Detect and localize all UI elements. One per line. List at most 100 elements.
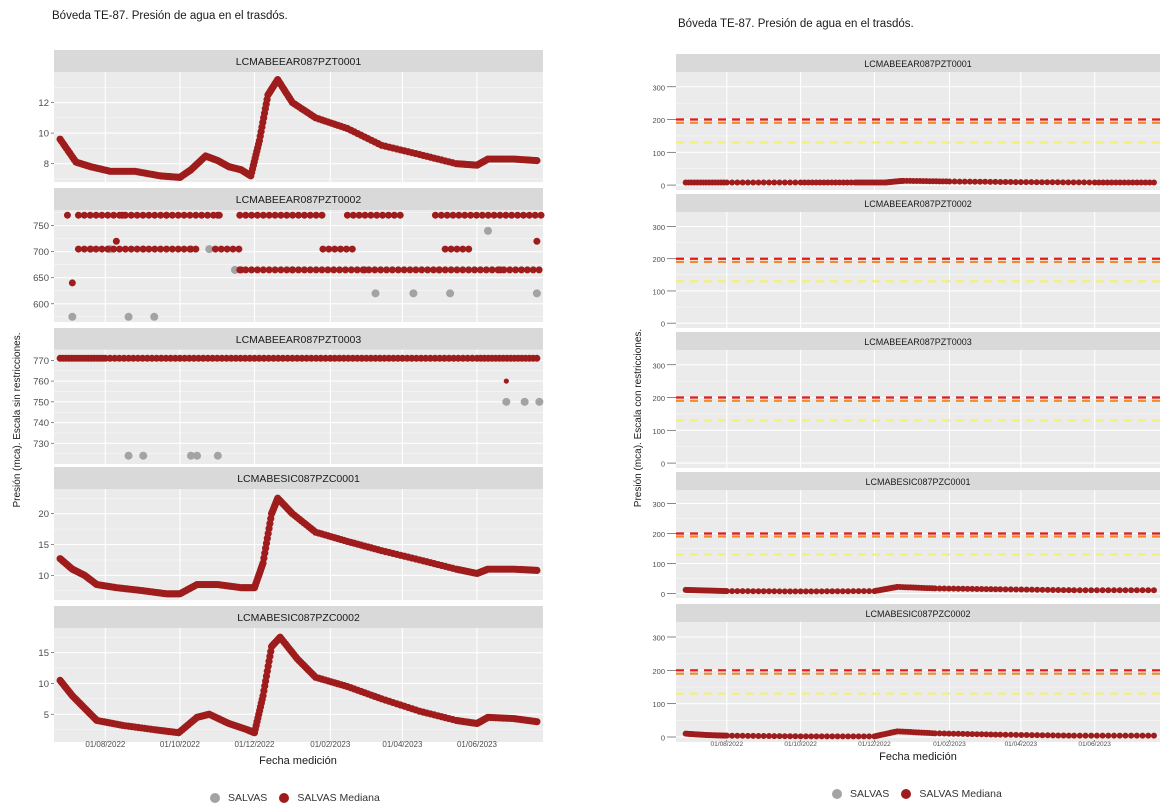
mediana-point bbox=[116, 211, 124, 219]
mediana-point bbox=[931, 730, 938, 737]
salvas-point bbox=[205, 245, 214, 254]
mediana-point bbox=[787, 588, 794, 595]
facet-strip-label: LCMABEEAR087PZT0001 bbox=[864, 59, 972, 69]
mediana-point bbox=[367, 211, 375, 219]
mediana-point bbox=[1033, 179, 1040, 186]
mediana-point bbox=[850, 588, 857, 595]
mediana-point bbox=[418, 266, 426, 274]
mediana-point bbox=[936, 730, 943, 737]
mediana-point bbox=[192, 245, 200, 253]
facet-strip bbox=[676, 604, 1160, 622]
plot-area bbox=[676, 350, 1160, 468]
right-legend: SALVAS SALVAS Mediana bbox=[832, 788, 1014, 800]
y-tick-label: 100 bbox=[652, 560, 665, 569]
mediana-point bbox=[449, 211, 457, 219]
legend-salvas-swatch bbox=[210, 793, 220, 803]
y-tick-label: 770 bbox=[33, 356, 49, 367]
mediana-point bbox=[533, 566, 541, 575]
facet-panel: LCMABEEAR087PZT0001 8 10 12 bbox=[38, 50, 543, 182]
x-tick-label: 01/02/2023 bbox=[310, 740, 351, 749]
mediana-point bbox=[348, 245, 356, 253]
y-tick-label: 100 bbox=[652, 700, 665, 709]
mediana-point bbox=[866, 588, 873, 595]
plot-area bbox=[676, 490, 1160, 598]
mediana-point bbox=[537, 211, 545, 219]
y-tick-label: 100 bbox=[652, 427, 665, 436]
mediana-point bbox=[508, 211, 516, 219]
mediana-point bbox=[1150, 732, 1157, 739]
x-tick-label: 01/02/2023 bbox=[933, 741, 966, 748]
x-tick-label: 01/10/2022 bbox=[160, 740, 201, 749]
facet-panel: LCMABEEAR087PZT0003 0 100 200 300 bbox=[652, 332, 1160, 469]
mediana-point bbox=[277, 266, 285, 274]
mediana-point bbox=[813, 733, 820, 740]
y-tick-label: 650 bbox=[33, 273, 49, 284]
mediana-point bbox=[151, 211, 159, 219]
mediana-point bbox=[818, 588, 825, 595]
mediana-point bbox=[465, 266, 473, 274]
right-chart-title: Bóveda TE-87. Presión de agua en el tras… bbox=[678, 18, 914, 30]
mediana-point bbox=[265, 211, 273, 219]
mediana-point bbox=[319, 245, 327, 253]
mediana-point bbox=[755, 588, 762, 595]
mediana-point bbox=[110, 211, 118, 219]
mediana-point bbox=[950, 730, 957, 737]
mediana-point bbox=[1093, 587, 1100, 594]
mediana-point bbox=[514, 211, 522, 219]
mediana-point bbox=[121, 245, 129, 253]
mediana-point bbox=[523, 266, 531, 274]
mediana-point bbox=[983, 731, 990, 738]
mediana-point bbox=[802, 733, 809, 740]
mediana-point bbox=[1050, 586, 1057, 593]
mediana-point bbox=[1122, 587, 1129, 594]
mediana-point bbox=[236, 266, 244, 274]
mediana-point bbox=[455, 211, 463, 219]
mediana-point bbox=[98, 245, 106, 253]
mediana-point bbox=[834, 733, 841, 740]
mediana-point bbox=[729, 732, 736, 739]
mediana-point bbox=[289, 211, 297, 219]
mediana-point bbox=[997, 586, 1004, 593]
mediana-point bbox=[361, 211, 369, 219]
mediana-point bbox=[209, 211, 217, 219]
legend-mediana-swatch bbox=[279, 793, 290, 803]
mediana-point bbox=[157, 211, 165, 219]
mediana-point bbox=[987, 586, 994, 593]
legend-item-mediana: SALVAS Mediana bbox=[279, 792, 380, 804]
mediana-point bbox=[355, 211, 363, 219]
mediana-point bbox=[1038, 179, 1045, 186]
mediana-point bbox=[443, 211, 451, 219]
salvas-point bbox=[532, 289, 541, 298]
mediana-point bbox=[723, 588, 730, 595]
mediana-point bbox=[936, 585, 943, 592]
salvas-point bbox=[68, 312, 77, 321]
y-tick-label: 300 bbox=[652, 223, 665, 232]
facet-strip bbox=[54, 50, 543, 72]
mediana-point bbox=[1028, 586, 1035, 593]
mediana-point bbox=[750, 179, 757, 186]
mediana-point bbox=[1145, 587, 1152, 594]
plot-area bbox=[676, 622, 1160, 742]
mediana-point bbox=[771, 179, 778, 186]
mediana-point bbox=[1082, 587, 1089, 594]
x-tick-label: 01/10/2022 bbox=[784, 741, 817, 748]
mediana-point bbox=[1060, 179, 1067, 186]
x-tick-label: 01/12/2022 bbox=[234, 740, 275, 749]
mediana-point bbox=[86, 211, 94, 219]
mediana-point bbox=[987, 731, 994, 738]
x-tick-label: 01/08/2022 bbox=[85, 740, 126, 749]
mediana-point bbox=[371, 266, 379, 274]
mediana-point bbox=[248, 266, 256, 274]
mediana-point bbox=[971, 178, 978, 185]
mediana-point bbox=[312, 211, 320, 219]
mediana-point bbox=[447, 245, 455, 253]
mediana-point bbox=[813, 588, 820, 595]
mediana-point bbox=[341, 266, 349, 274]
x-tick-label: 01/06/2023 bbox=[1078, 741, 1111, 748]
mediana-point bbox=[295, 266, 302, 274]
mediana-point bbox=[127, 211, 135, 219]
mediana-point bbox=[133, 211, 141, 219]
mediana-point bbox=[781, 733, 788, 740]
mediana-point bbox=[961, 178, 968, 185]
y-tick-label: 5 bbox=[44, 710, 49, 721]
